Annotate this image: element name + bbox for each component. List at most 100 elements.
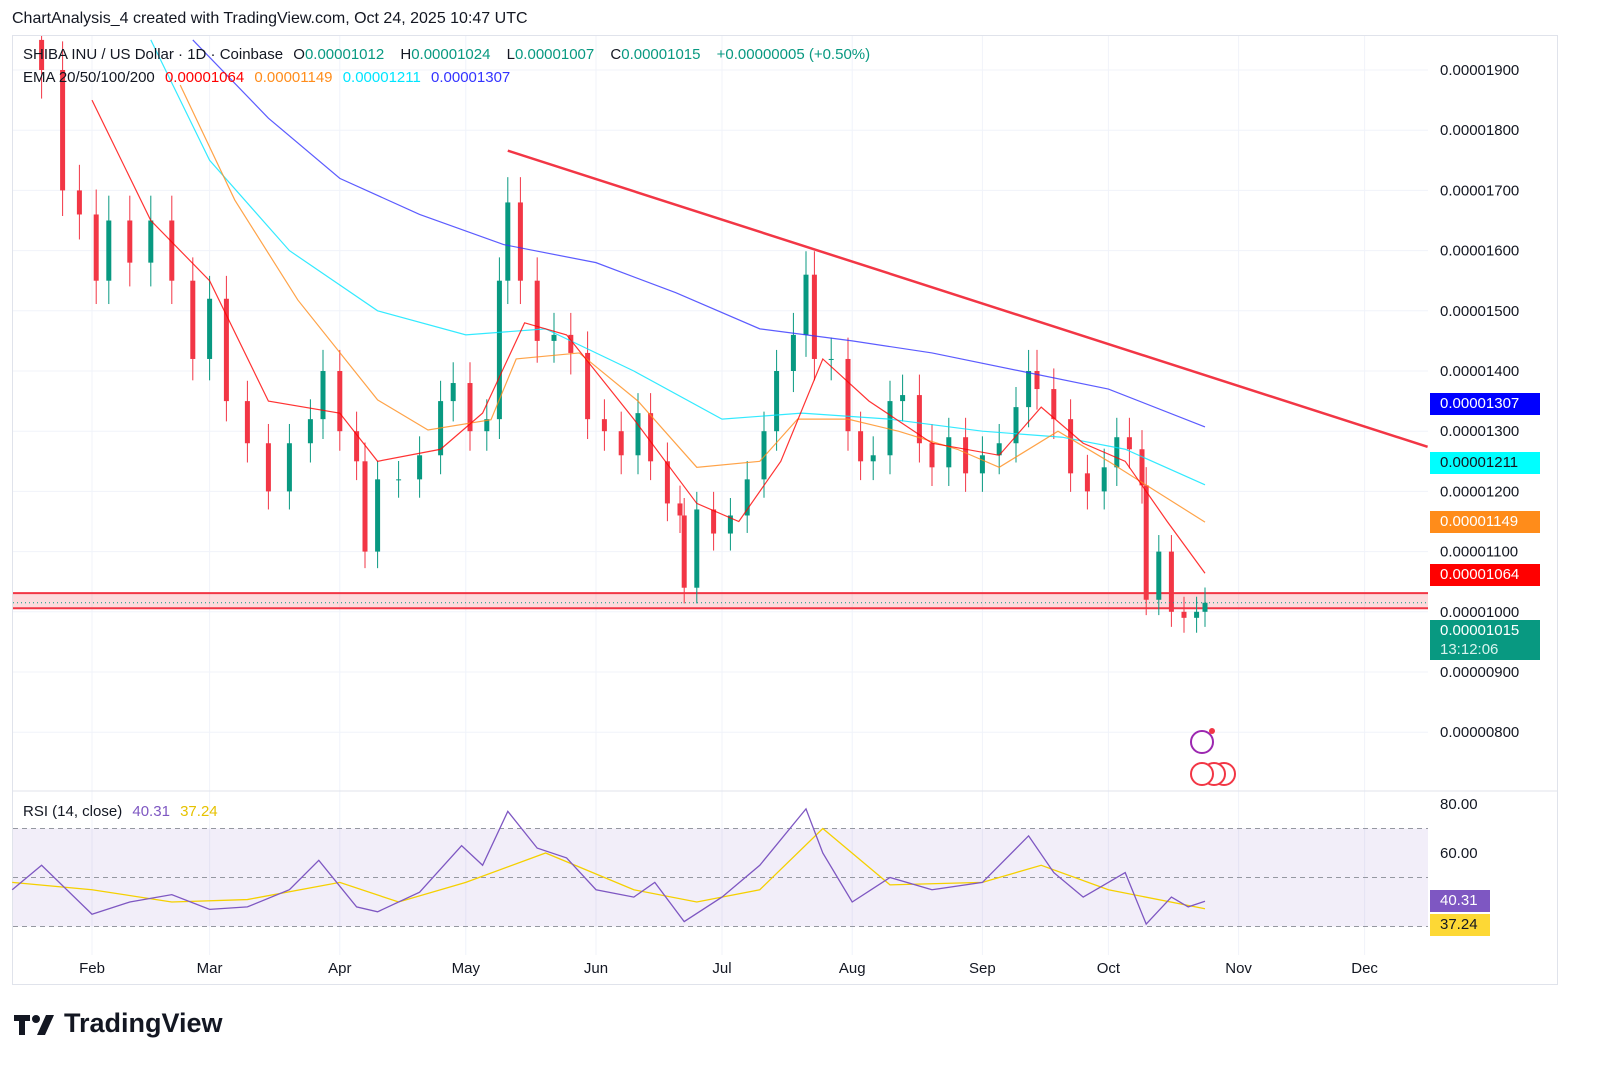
- candle-body: [1034, 371, 1040, 390]
- tradingview-wordmark: TradingView: [64, 1008, 223, 1038]
- candle-body: [996, 443, 1002, 456]
- candle-body: [811, 274, 817, 359]
- last-price-label: 0.00001015 13:12:06: [1430, 620, 1540, 660]
- candle-body: [803, 274, 809, 335]
- candle-body: [946, 437, 952, 468]
- change-value: +0.00000005 (+0.50%): [716, 46, 871, 63]
- candle-body: [93, 214, 99, 281]
- price-tick-label: 0.00001900: [1440, 62, 1519, 79]
- ema200-value: 0.00001307: [431, 69, 511, 86]
- price-tick-label: 0.00001100: [1440, 544, 1518, 561]
- us-flag-event-icon: [1190, 762, 1214, 786]
- candle-body: [635, 413, 641, 456]
- rsi-tick-label: 80.00: [1440, 796, 1478, 813]
- candle-body: [534, 280, 540, 341]
- ema100-price-label: 0.00001211: [1430, 452, 1540, 474]
- high-label: H: [400, 46, 412, 63]
- candle-body: [286, 443, 292, 492]
- candle-body: [790, 334, 796, 371]
- rsi-ma-line: [12, 827, 1206, 910]
- candle-body: [307, 419, 313, 444]
- rsi-band-fill: [13, 828, 1428, 927]
- price-pane: [13, 36, 1428, 633]
- candle-body: [1068, 419, 1074, 474]
- rsi-ma-price-label: 37.24: [1430, 914, 1490, 936]
- candle-body: [1084, 473, 1090, 492]
- ema100-value: 0.00001211: [342, 69, 421, 86]
- rsi-tick-label: 60.00: [1440, 845, 1478, 862]
- time-tick-label: Jul: [712, 960, 731, 977]
- candle-body: [60, 70, 66, 191]
- ema50-price-label: 0.00001149: [1430, 511, 1540, 533]
- candle-body: [337, 371, 343, 432]
- candle-body: [711, 509, 717, 534]
- open-label: O: [293, 46, 305, 63]
- candle-body: [727, 515, 733, 534]
- candle-body: [761, 431, 767, 480]
- price-tick-label: 0.00000900: [1440, 664, 1519, 681]
- ema20-line: [91, 99, 1206, 574]
- candle-body: [496, 280, 502, 420]
- ema200-price-label: 0.00001307: [1430, 393, 1540, 415]
- candle-body: [127, 220, 133, 263]
- price-tick-label: 0.00000800: [1440, 724, 1519, 741]
- candle-body: [1139, 449, 1145, 486]
- candle-body: [517, 202, 523, 281]
- ema-legend: EMA 20/50/100/200 0.00001064 0.00001149 …: [23, 69, 516, 87]
- time-tick-label: Aug: [839, 960, 866, 977]
- candle-body: [467, 383, 473, 432]
- symbol-legend: SHIBA INU / US Dollar · 1D · Coinbase O0…: [23, 46, 876, 64]
- candle-body: [1114, 437, 1120, 468]
- time-tick-label: Feb: [79, 960, 105, 977]
- candle-body: [1202, 602, 1208, 612]
- candle-body: [858, 431, 864, 462]
- candle-body: [618, 431, 624, 456]
- high-value: 0.00001024: [411, 46, 491, 63]
- symbol-name[interactable]: SHIBA INU / US Dollar · 1D · Coinbase: [23, 46, 284, 63]
- candle-body: [1101, 467, 1107, 492]
- close-value: 0.00001015: [621, 46, 701, 63]
- rsi-value: 40.31: [132, 803, 170, 820]
- candle-body: [207, 298, 213, 359]
- ema-label[interactable]: EMA 20/50/100/200: [23, 69, 155, 86]
- candle-body: [601, 419, 607, 432]
- time-tick-label: Oct: [1097, 960, 1121, 977]
- candle-body: [244, 401, 250, 444]
- low-value: 0.00001007: [514, 46, 595, 63]
- bar-countdown: 13:12:06: [1440, 641, 1499, 658]
- candle-body: [979, 455, 985, 474]
- candle-body: [887, 401, 893, 456]
- time-tick-label: Apr: [328, 960, 351, 977]
- candle-body: [677, 503, 683, 516]
- ema50-line: [179, 84, 1206, 523]
- candle-body: [362, 461, 368, 552]
- time-tick-label: Mar: [197, 960, 223, 977]
- candle-body: [1168, 551, 1174, 612]
- candle-body: [396, 479, 402, 481]
- price-tick-label: 0.00001700: [1440, 182, 1519, 199]
- rsi-label[interactable]: RSI (14, close): [23, 803, 123, 820]
- candle-body: [1143, 485, 1149, 600]
- candle-body: [190, 280, 196, 359]
- tradingview-logo-icon: [14, 1014, 54, 1035]
- candle-body: [1051, 389, 1057, 420]
- rsi-ma-value: 37.24: [180, 803, 218, 820]
- candle-body: [106, 220, 112, 281]
- candle-body: [484, 419, 490, 432]
- price-tick-label: 0.00001000: [1440, 604, 1519, 621]
- candle-body: [265, 443, 271, 492]
- candle-body: [1194, 611, 1200, 618]
- candle-body: [694, 509, 700, 588]
- candle-body: [664, 461, 670, 504]
- candle-body: [375, 479, 381, 552]
- candle-body: [963, 437, 969, 474]
- time-tick-label: Nov: [1225, 960, 1252, 977]
- open-value: 0.00001012: [304, 46, 385, 63]
- ema100-line: [150, 39, 1206, 486]
- candle-body: [1026, 371, 1032, 408]
- close-label: C: [610, 46, 622, 63]
- price-tick-label: 0.00001400: [1440, 363, 1519, 380]
- price-tick-label: 0.00001200: [1440, 483, 1519, 500]
- candle-body: [148, 220, 154, 263]
